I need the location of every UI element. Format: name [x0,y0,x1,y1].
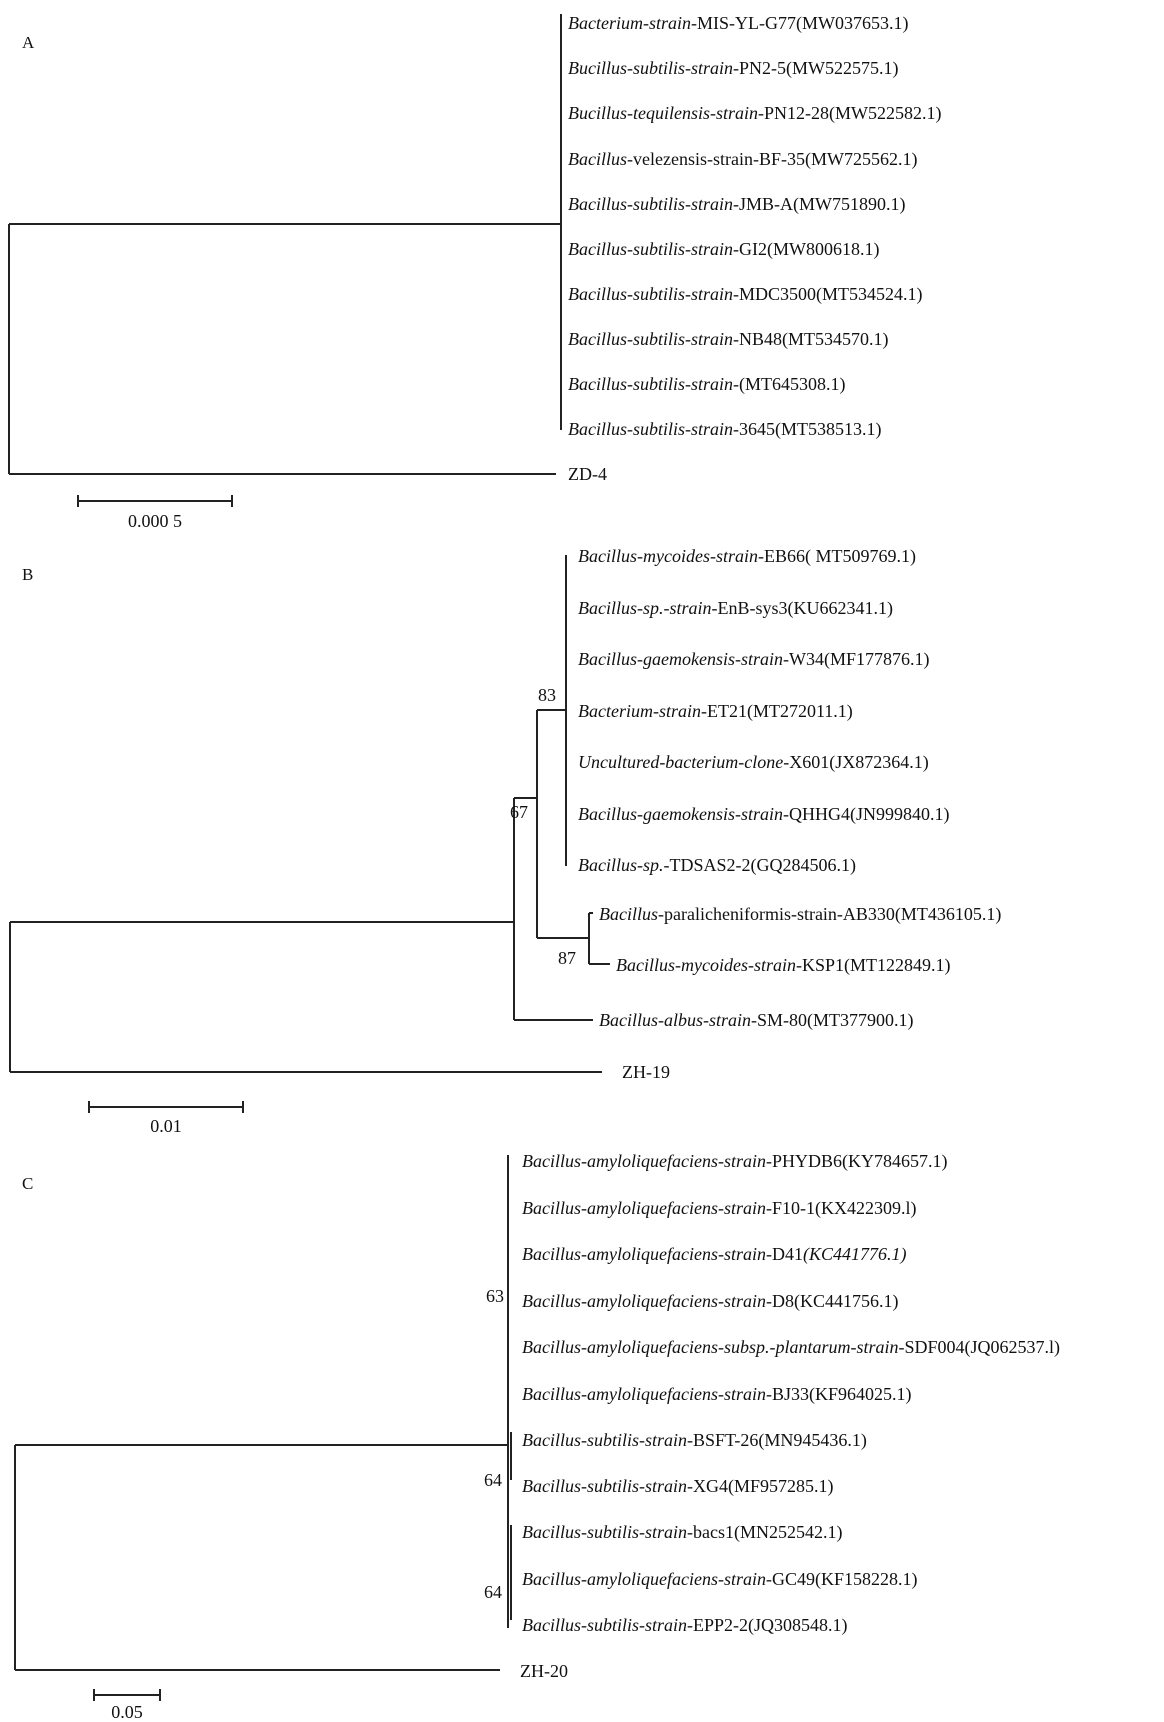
panel-b-leaf: Bacillus-gaemokensis-strain-QHHG4(JN9998… [578,804,949,825]
panel-c-bootstrap: 63 [486,1286,504,1306]
panel-a-leaf: Bucillus-subtilis-strain-PN2-5(MW522575.… [568,58,899,79]
panel-a-leaf: Bucillus-tequilensis-strain-PN12-28(MW52… [568,103,941,124]
panel-b-leaf: Bacillus-mycoides-strain-EB66( MT509769.… [578,546,916,567]
panel-a-label: A [22,33,35,52]
panel-b-scale-label: 0.01 [150,1116,182,1136]
panel-c-leaf: Bacillus-amyloliquefaciens-strain-GC49(K… [522,1569,917,1590]
panel-c-leaf: Bacillus-amyloliquefaciens-strain-F10-1(… [522,1198,916,1219]
panel-c-leaf: Bacillus-amyloliquefaciens-subsp.-planta… [522,1337,1060,1358]
panel-a-leaf: Bacillus-velezensis-strain-BF-35(MW72556… [568,149,917,170]
panel-c-leaf: Bacillus-subtilis-strain-EPP2-2(JQ308548… [522,1615,848,1636]
panel-c-label: C [22,1174,33,1193]
panel-c-scale-bar: 0.05 [93,1689,161,1722]
panel-a-leaf: Bacillus-subtilis-strain-GI2(MW800618.1) [568,239,879,260]
panel-a-scale-label: 0.000 5 [128,511,182,531]
panel-a-scale-bar: 0.000 5 [77,495,233,531]
panel-b-scale-bar: 0.01 [88,1101,244,1136]
panel-c-leaf: Bacillus-amyloliquefaciens-strain-PHYDB6… [522,1151,947,1172]
panel-a: A Bacterium-strain-MIS-YL-G77(MW037653.1… [8,13,941,531]
panel-c-leaf: Bacillus-amyloliquefaciens-strain-BJ33(K… [522,1384,911,1405]
panel-c-leaf: Bacillus-subtilis-strain-BSFT-26(MN94543… [522,1430,867,1451]
panel-c-scale-label: 0.05 [111,1702,143,1722]
panel-a-leaf: Bacillus-subtilis-strain-3645(MT538513.1… [568,419,882,440]
panel-a-leaf: Bacterium-strain-MIS-YL-G77(MW037653.1) [568,13,908,34]
panel-b-leaf: Bacillus-paralicheniformis-strain-AB330(… [599,904,1001,925]
panel-b-label: B [22,565,33,584]
panel-c-leaf: Bacillus-subtilis-strain-bacs1(MN252542.… [522,1522,842,1543]
panel-b-bootstrap: 83 [538,685,556,705]
panel-b-outgroup-label: ZH-19 [622,1062,670,1082]
panel-c-bootstrap: 64 [484,1470,502,1490]
panel-b-leaf: Bacillus-sp.-strain-EnB-sys3(KU662341.1) [578,598,893,619]
panel-b-leaf: Uncultured-bacterium-clone-X601(JX872364… [578,752,929,773]
panel-c-outgroup-label: ZH-20 [520,1661,568,1681]
panel-b-leaf: Bacillus-mycoides-strain-KSP1(MT122849.1… [616,955,950,976]
panel-b-leaf: Bacterium-strain-ET21(MT272011.1) [578,701,853,722]
panel-c: C 63 64 64 Bacillus-amyloliquefaciens-st… [14,1151,1060,1722]
panel-c-leaf: Bacillus-amyloliquefaciens-strain-D8(KC4… [522,1291,898,1312]
panel-b-leaf: Bacillus-gaemokensis-strain-W34(MF177876… [578,649,929,670]
panel-b: B 83 67 87 Bacillus-mycoides-strain-EB66… [9,546,1001,1136]
panel-a-leaf: Bacillus-subtilis-strain-MDC3500(MT53452… [568,284,923,305]
panel-c-bootstrap: 64 [484,1582,502,1602]
panel-c-leaf: Bacillus-amyloliquefaciens-strain-D41(KC… [522,1244,906,1265]
panel-b-bootstrap: 87 [558,948,576,968]
panel-a-outgroup-label: ZD-4 [568,464,607,484]
panel-b-leaf: Bacillus-albus-strain-SM-80(MT377900.1) [599,1010,914,1031]
panel-a-leaf: Bacillus-subtilis-strain-NB48(MT534570.1… [568,329,889,350]
panel-c-leaf: Bacillus-subtilis-strain-XG4(MF957285.1) [522,1476,834,1497]
panel-b-bootstrap: 67 [510,802,528,822]
panel-a-leaf: Bacillus-subtilis-strain-JMB-A(MW751890.… [568,194,906,215]
panel-b-leaf: Bacillus-sp.-TDSAS2-2(GQ284506.1) [578,855,856,876]
panel-a-leaf: Bacillus-subtilis-strain-(MT645308.1) [568,374,846,395]
